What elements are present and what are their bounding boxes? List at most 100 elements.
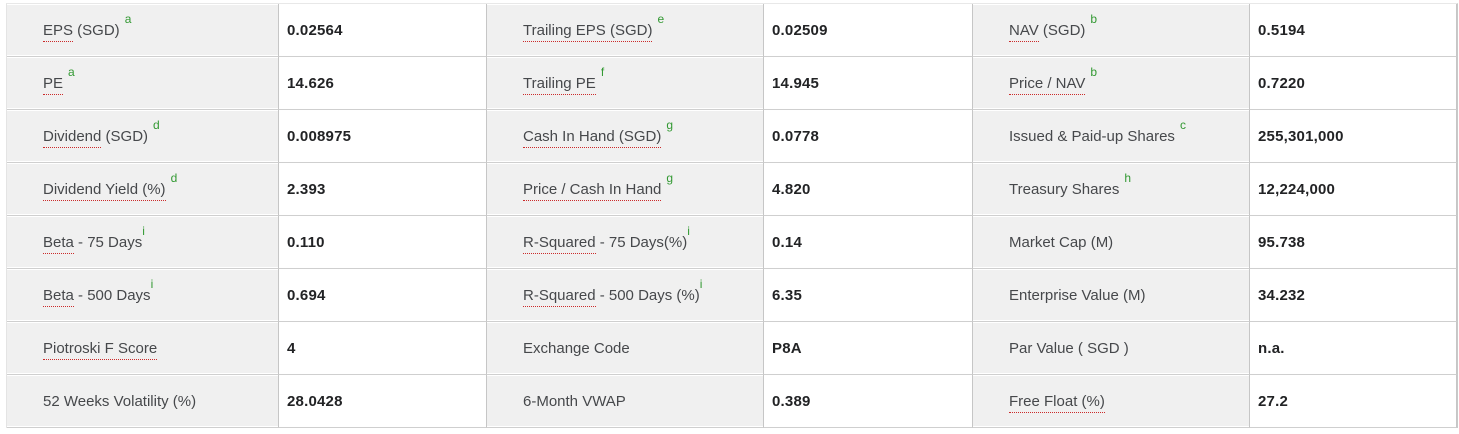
metric-label-cell: Trailing PE f [487, 57, 764, 110]
metric-label: Issued & Paid-up Shares c [1009, 119, 1186, 145]
metric-label-tooltip-text[interactable]: EPS [43, 21, 74, 42]
metric-label-rest: Par Value ( SGD ) [1009, 339, 1129, 357]
metric-value: 0.389 [772, 392, 811, 410]
metric-value: 34.232 [1258, 286, 1306, 304]
metric-value: 0.14 [772, 233, 802, 251]
metric-value: 0.110 [287, 233, 325, 251]
metric-label-rest: (SGD) [1038, 21, 1086, 39]
metric-label-cell: Dividend (SGD) d [7, 110, 279, 163]
footnote-marker: b [1090, 11, 1098, 26]
metric-label-cell: Issued & Paid-up Shares c [973, 110, 1250, 163]
metric-label-tooltip-text[interactable]: Trailing EPS (SGD) [523, 21, 653, 42]
metric-label: 6-Month VWAP [523, 393, 626, 410]
metric-label-tooltip-text[interactable]: Dividend [43, 127, 102, 148]
metric-label-cell: Enterprise Value (M) [973, 269, 1250, 322]
metric-value: 4 [287, 339, 296, 357]
metric-label-tooltip-text[interactable]: Trailing PE [523, 74, 596, 95]
footnote-marker: h [1124, 170, 1132, 185]
metric-value-cell: 0.02564 [279, 4, 487, 57]
metric-label: Dividend (SGD) d [43, 119, 160, 148]
metric-label-cell: EPS (SGD) a [7, 4, 279, 57]
metric-value-cell: 14.626 [279, 57, 487, 110]
metric-label-cell: Exchange Code [487, 322, 764, 375]
metric-label-tooltip-text[interactable]: Cash In Hand (SGD) [523, 127, 662, 148]
metric-value-cell: 0.7220 [1250, 57, 1457, 110]
metric-label: Piotroski F Score [43, 339, 158, 360]
financial-ratios-table: EPS (SGD) a 0.02564 Trailing EPS (SGD) e 0… [6, 3, 1458, 428]
metric-label-rest: (SGD) [101, 127, 149, 145]
metric-value-cell: 0.694 [279, 269, 487, 322]
metric-label-tooltip-text[interactable]: R-Squared [523, 233, 596, 254]
footnote-marker: a [124, 11, 132, 26]
metric-value: 0.5194 [1258, 21, 1306, 39]
footnote-marker: i [687, 223, 690, 238]
metric-value: 0.694 [287, 286, 326, 304]
footnote-marker: i [150, 276, 154, 291]
metric-label: Cash In Hand (SGD) g [523, 119, 673, 148]
metric-label-cell: 6-Month VWAP [487, 375, 764, 428]
metric-value-cell: n.a. [1250, 322, 1457, 375]
metric-label-rest: - 500 Days (%) [595, 286, 700, 304]
metric-value: 0.008975 [287, 127, 352, 145]
metric-value-cell: 0.5194 [1250, 4, 1457, 57]
footnote-marker: g [666, 117, 674, 132]
metric-label-tooltip-text[interactable]: Beta [43, 233, 74, 254]
metric-label-tooltip-text[interactable]: Free Float (%) [1009, 392, 1105, 413]
metric-label-tooltip-text[interactable]: R-Squared [523, 286, 596, 307]
metric-label-cell: R-Squared - 500 Days (%)i [487, 269, 764, 322]
metric-label: Market Cap (M) [1009, 234, 1113, 251]
metric-value-cell: 12,224,000 [1250, 163, 1457, 216]
metric-label-cell: Beta - 75 Daysi [7, 216, 279, 269]
metric-label: Par Value ( SGD ) [1009, 340, 1129, 357]
metric-label: 52 Weeks Volatility (%) [43, 393, 196, 410]
metric-value-cell: 28.0428 [279, 375, 487, 428]
metric-value-cell: 0.14 [764, 216, 973, 269]
metric-label: Price / Cash In Hand g [523, 172, 673, 201]
metric-label-cell: Price / NAV b [973, 57, 1250, 110]
metric-label-rest: - 75 Days(%) [595, 233, 688, 251]
footnote-marker: b [1090, 64, 1098, 79]
metric-value: 27.2 [1258, 392, 1288, 410]
metric-value: 4.820 [772, 180, 811, 198]
metric-label-tooltip-text[interactable]: Beta [43, 286, 74, 307]
metric-value-cell: 4.820 [764, 163, 973, 216]
metric-label-tooltip-text[interactable]: Dividend Yield (%) [43, 180, 166, 201]
footnote-marker: d [153, 117, 160, 132]
metric-label-cell: Cash In Hand (SGD) g [487, 110, 764, 163]
metric-label-tooltip-text[interactable]: Piotroski F Score [43, 339, 158, 360]
metric-label-rest: Market Cap (M) [1009, 233, 1114, 251]
metric-label: EPS (SGD) a [43, 13, 131, 42]
metric-value: 0.0778 [772, 127, 820, 145]
metric-value-cell: 95.738 [1250, 216, 1457, 269]
metric-label-tooltip-text[interactable]: Price / Cash In Hand [523, 180, 662, 201]
metric-label-tooltip-text[interactable]: PE [43, 74, 64, 95]
metric-value: P8A [772, 339, 802, 357]
metric-label-cell: Price / Cash In Hand g [487, 163, 764, 216]
metric-label-tooltip-text[interactable]: NAV [1009, 21, 1039, 42]
metric-label: Trailing EPS (SGD) e [523, 13, 664, 42]
footnote-marker: c [1179, 117, 1186, 132]
metric-value: 6.35 [772, 286, 802, 304]
metric-value: 28.0428 [287, 392, 343, 410]
metric-value: n.a. [1258, 339, 1285, 357]
footnote-marker: e [657, 11, 665, 26]
footnote-marker: i [699, 276, 703, 291]
metric-label-cell: Beta - 500 Daysi [7, 269, 279, 322]
metric-label-tooltip-text[interactable]: Price / NAV [1009, 74, 1086, 95]
metric-value-cell: 2.393 [279, 163, 487, 216]
metric-label-cell: Market Cap (M) [973, 216, 1250, 269]
metric-label: Exchange Code [523, 340, 630, 357]
metric-value-cell: 255,301,000 [1250, 110, 1457, 163]
metric-value: 0.02509 [772, 21, 828, 39]
metric-label: Free Float (%) [1009, 392, 1105, 413]
metric-value-cell: 0.110 [279, 216, 487, 269]
footnote-marker: i [142, 223, 145, 238]
metric-value-cell: 34.232 [1250, 269, 1457, 322]
metric-label-rest: (SGD) [73, 21, 120, 39]
metric-value-cell: 14.945 [764, 57, 973, 110]
metric-label-rest: 52 Weeks Volatility (%) [43, 392, 197, 410]
footnote-marker: f [600, 64, 605, 79]
metric-label: Price / NAV b [1009, 66, 1097, 95]
metric-value: 0.7220 [1258, 74, 1306, 92]
